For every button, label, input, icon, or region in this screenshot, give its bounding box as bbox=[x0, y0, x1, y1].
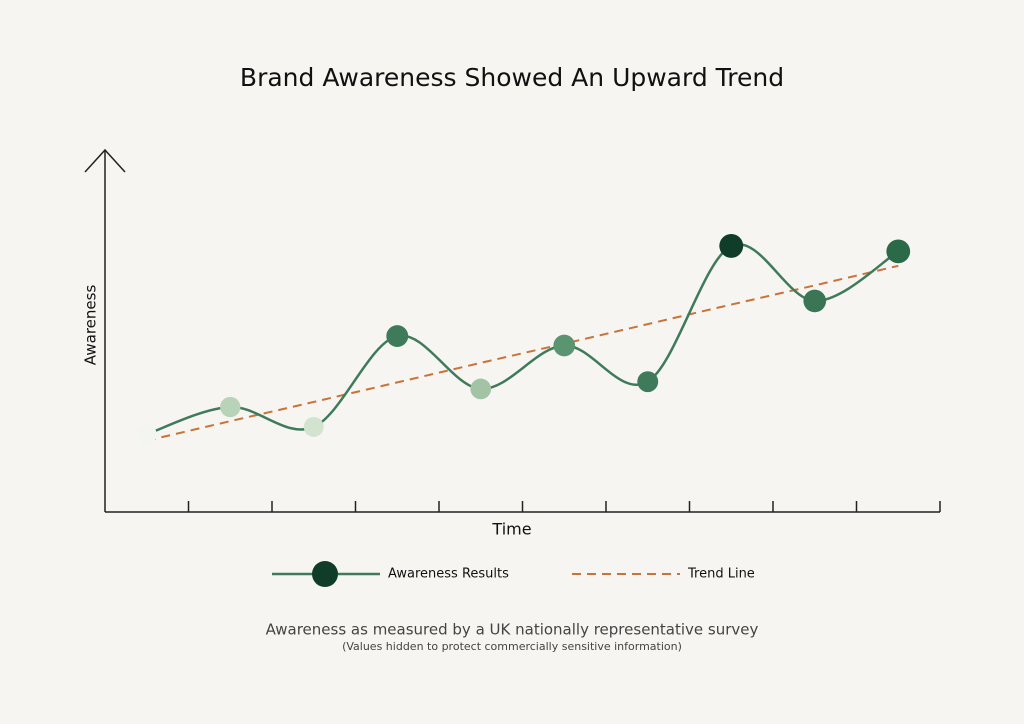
data-line bbox=[146, 242, 899, 436]
legend-label: Awareness Results bbox=[388, 567, 509, 582]
legend-marker bbox=[312, 561, 338, 587]
data-point bbox=[553, 334, 576, 357]
chart-title: Brand Awareness Showed An Upward Trend bbox=[240, 63, 784, 92]
data-point bbox=[386, 325, 409, 348]
caption: Awareness as measured by a UK nationally… bbox=[266, 621, 759, 639]
data-point bbox=[637, 371, 659, 393]
y-axis-label: Awareness bbox=[82, 285, 100, 366]
data-point bbox=[803, 289, 827, 313]
legend-label: Trend Line bbox=[687, 567, 755, 582]
data-point bbox=[220, 396, 241, 418]
data-point bbox=[136, 424, 157, 445]
data-point bbox=[303, 416, 324, 437]
data-point bbox=[719, 233, 744, 258]
data-point bbox=[470, 378, 492, 400]
data-point bbox=[886, 239, 911, 264]
legend: Awareness Results Trend Line bbox=[272, 561, 755, 587]
note: (Values hidden to protect commercially s… bbox=[342, 640, 682, 653]
trend-line bbox=[146, 264, 899, 442]
x-axis-label: Time bbox=[491, 520, 531, 539]
